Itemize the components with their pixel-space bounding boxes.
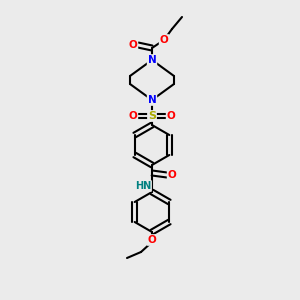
Text: O: O bbox=[168, 170, 176, 180]
Text: HN: HN bbox=[135, 181, 151, 191]
Text: O: O bbox=[167, 111, 176, 121]
Text: O: O bbox=[129, 40, 137, 50]
Text: O: O bbox=[160, 35, 168, 45]
Text: N: N bbox=[148, 55, 156, 65]
Text: O: O bbox=[129, 111, 137, 121]
Text: S: S bbox=[148, 111, 156, 121]
Text: O: O bbox=[148, 235, 156, 245]
Text: N: N bbox=[148, 95, 156, 105]
